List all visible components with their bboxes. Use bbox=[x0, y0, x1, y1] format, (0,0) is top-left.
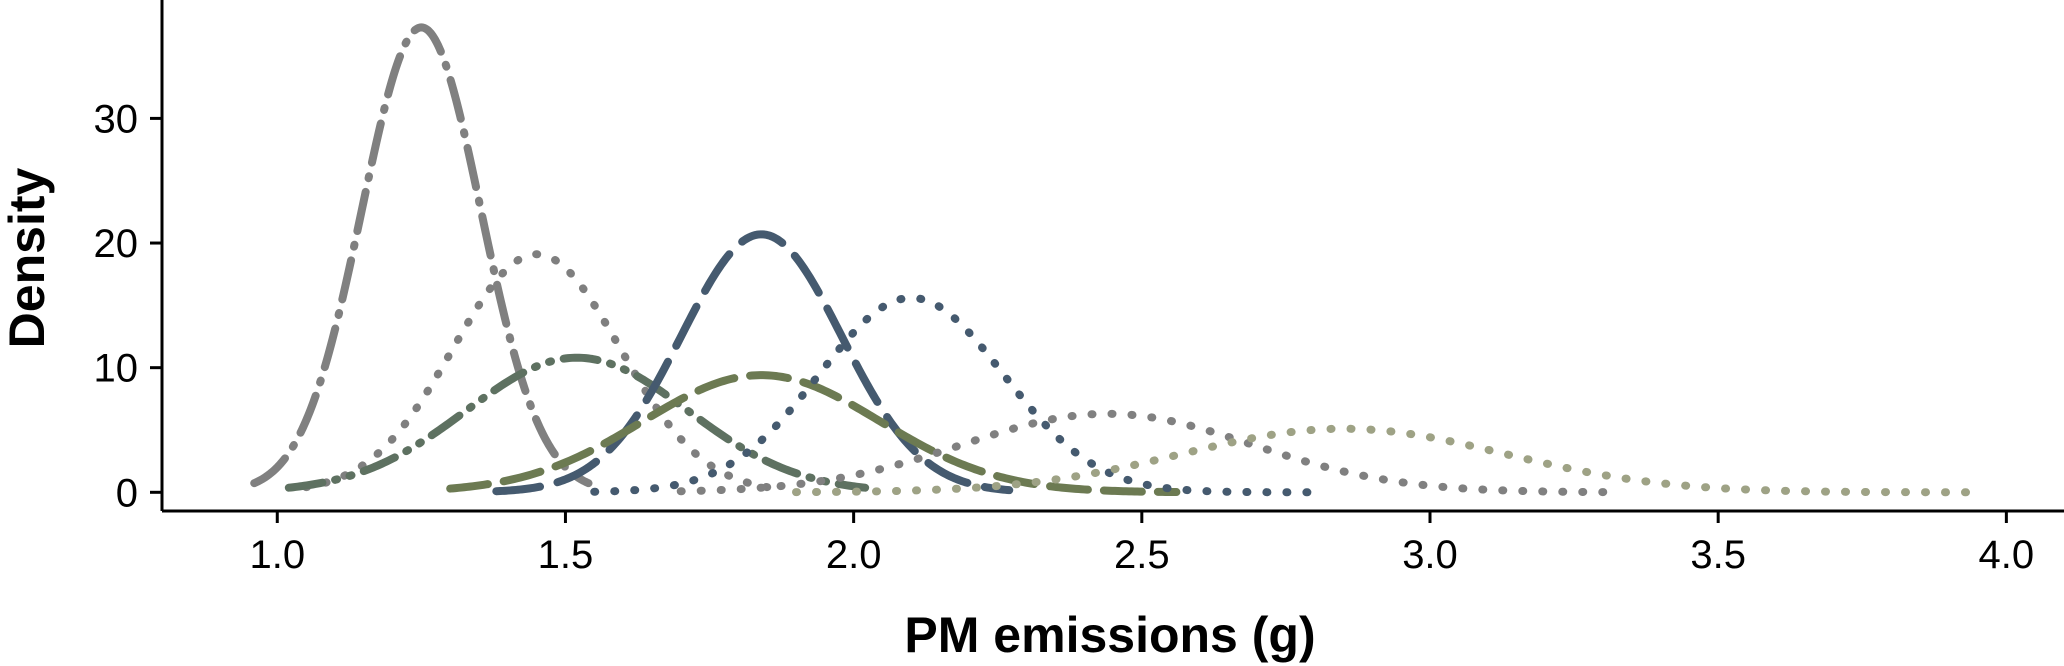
x-tick-label: 1.5 bbox=[538, 533, 594, 577]
y-ticks: 0 10 20 30 bbox=[94, 97, 162, 515]
x-tick-label: 2.0 bbox=[826, 533, 882, 577]
y-tick-label: 30 bbox=[94, 97, 139, 141]
y-tick-label: 20 bbox=[94, 222, 139, 266]
y-tick-label: 0 bbox=[116, 471, 138, 515]
density-curve-3 bbox=[284, 353, 870, 492]
density-curve-2 bbox=[302, 250, 772, 492]
x-axis-label: PM emissions (g) bbox=[904, 607, 1315, 663]
axes bbox=[160, 0, 2064, 513]
x-ticks: 1.0 1.5 2.0 2.5 3.0 3.5 4.0 bbox=[249, 511, 2034, 577]
series-layer bbox=[250, 23, 1982, 497]
density-curve-7 bbox=[676, 409, 1613, 497]
density-curve-6 bbox=[590, 293, 1331, 497]
y-axis-label: Density bbox=[0, 168, 55, 349]
x-tick-label: 4.0 bbox=[1979, 533, 2035, 577]
y-tick-label: 10 bbox=[94, 347, 139, 391]
x-tick-label: 3.5 bbox=[1690, 533, 1746, 577]
density-curve-5 bbox=[446, 371, 1181, 497]
x-tick-label: 3.0 bbox=[1402, 533, 1458, 577]
density-curve-4 bbox=[492, 230, 1014, 496]
x-tick-label: 2.5 bbox=[1114, 533, 1170, 577]
density-curve-8 bbox=[792, 424, 1982, 497]
x-tick-label: 1.0 bbox=[249, 533, 305, 577]
density-curve-1 bbox=[250, 23, 593, 488]
